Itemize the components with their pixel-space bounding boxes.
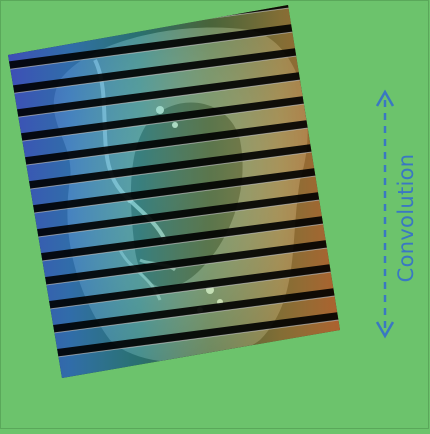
- slice-edge: [8, 293, 340, 341]
- slice-gap: [8, 286, 340, 340]
- arrow-head-down-icon: [375, 321, 395, 339]
- convolution-arrow: [375, 89, 395, 339]
- slice-edge: [8, 269, 340, 316]
- slice-gap: [8, 16, 340, 71]
- slice-gap: [8, 188, 340, 242]
- slice-edge: [8, 48, 340, 96]
- ct-scan-panel: [8, 5, 340, 378]
- slice-gap: [8, 139, 340, 193]
- slice-gap: [8, 261, 340, 316]
- slice-edge: [8, 244, 340, 292]
- slice-gap: [8, 114, 340, 169]
- slice-edge: [8, 122, 340, 169]
- slice-edge: [8, 171, 340, 218]
- slice-edge: [8, 220, 340, 267]
- arrow-head-up-icon: [375, 89, 395, 107]
- slice-gap: [8, 41, 340, 95]
- slice-edge: [8, 97, 340, 145]
- slice-gap: [8, 310, 340, 365]
- slice-edge: [8, 146, 340, 194]
- slice-edge: [8, 73, 340, 120]
- slice-gap: [8, 212, 340, 267]
- slice-edge: [8, 24, 340, 71]
- slice-gap: [8, 237, 340, 291]
- slice-gap: [8, 163, 340, 218]
- slice-gap: [8, 65, 340, 120]
- convolution-label: Convolution: [394, 153, 418, 283]
- slice-edge: [8, 195, 340, 243]
- slice-gap: [8, 90, 340, 144]
